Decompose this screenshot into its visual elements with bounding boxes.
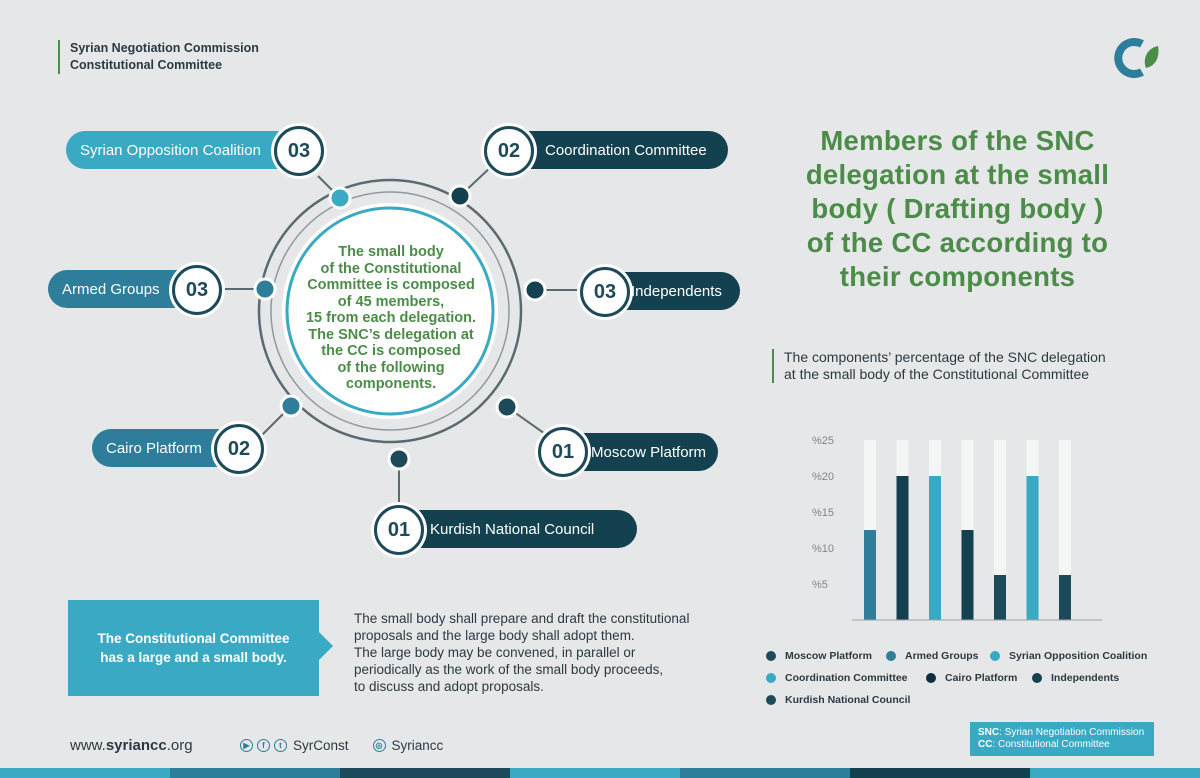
percentage-bar-chart: %5 %10 %15 %20 %25 <box>812 435 1102 621</box>
y-tick-label: %15 <box>812 507 834 519</box>
component-count: 02 <box>214 424 264 474</box>
social-links: ▶ f t SyrConst ◎ Syriancc <box>240 738 443 753</box>
youtube-icon[interactable]: ▶ <box>240 739 253 752</box>
component-count: 03 <box>274 126 324 176</box>
bar <box>1059 575 1071 620</box>
component-label: Moscow Platform <box>591 443 707 461</box>
callout-box: The Constitutional Committee has a large… <box>68 600 319 696</box>
social-handle[interactable]: SyrConst <box>293 738 349 753</box>
component-label: Cairo Platform <box>106 439 202 457</box>
bar <box>1026 476 1039 620</box>
footer-stripe <box>510 768 680 778</box>
footer-stripe <box>0 768 170 778</box>
legend-swatch <box>926 673 936 683</box>
bar <box>994 575 1006 620</box>
facebook-icon[interactable]: f <box>257 739 270 752</box>
component-label: Coordination Committee <box>545 141 707 159</box>
legend-swatch <box>766 673 776 683</box>
legend-item: Syrian Opposition Coalition <box>990 650 1147 662</box>
y-tick-label: %5 <box>812 579 828 591</box>
abbreviations-box: SNC: Syrian Negotiation Commission CC: C… <box>970 722 1154 756</box>
component-count: 02 <box>484 126 534 176</box>
legend-item: Armed Groups <box>886 650 979 662</box>
logo-icon <box>1114 38 1159 78</box>
legend-item: Kurdish National Council <box>766 694 910 706</box>
legend-item: Independents <box>1032 672 1119 684</box>
component-count: 03 <box>172 265 222 315</box>
footer-stripe <box>850 768 1030 778</box>
bar <box>864 530 876 620</box>
bar <box>896 476 909 620</box>
y-tick-label: %20 <box>812 471 834 483</box>
header: Syrian Negotiation Commission Constituti… <box>58 40 259 74</box>
description-paragraph: The small body shall prepare and draft t… <box>354 611 690 694</box>
org-subtitle: Constitutional Committee <box>70 58 223 72</box>
legend-item: Coordination Committee <box>766 672 908 684</box>
twitter-icon[interactable]: t <box>274 739 287 752</box>
legend-swatch <box>766 651 776 661</box>
component-count: 03 <box>580 267 630 317</box>
component-kurdish-national-council: Kurdish National Council <box>392 510 637 548</box>
component-label: Armed Groups <box>62 280 160 298</box>
instagram-icon[interactable]: ◎ <box>372 739 386 752</box>
center-description: The small body of the Constitutional Com… <box>305 244 477 392</box>
legend-swatch <box>1032 673 1042 683</box>
y-tick-label: %25 <box>812 435 834 447</box>
chart-subtitle: The components’ percentage of the SNC de… <box>772 349 1164 383</box>
component-syrian-opposition-coalition: Syrian Opposition Coalition <box>66 131 296 169</box>
component-count: 01 <box>538 427 588 477</box>
bar <box>929 476 941 620</box>
component-label: Kurdish National Council <box>430 520 595 538</box>
legend-swatch <box>990 651 1000 661</box>
component-count: 01 <box>374 505 424 555</box>
bar <box>961 530 974 620</box>
footer-stripe <box>1030 768 1200 778</box>
components-diagram <box>220 164 580 508</box>
page-title: Members of the SNC delegation at the sma… <box>805 125 1110 292</box>
callout-line: The Constitutional Committee <box>97 631 290 646</box>
website-link[interactable]: www.syriancc.org <box>70 737 193 754</box>
component-label: Syrian Opposition Coalition <box>80 141 261 159</box>
footer-stripe <box>340 768 510 778</box>
legend-item: Cairo Platform <box>926 672 1017 684</box>
org-name: Syrian Negotiation Commission <box>70 41 259 55</box>
callout-arrow <box>319 632 333 660</box>
legend-item: Moscow Platform <box>766 650 872 662</box>
callout-line: has a large and a small body. <box>100 650 287 665</box>
legend-swatch <box>886 651 896 661</box>
y-tick-label: %10 <box>812 543 834 555</box>
component-coordination-committee: Coordination Committee <box>500 131 728 169</box>
component-label: Independents <box>631 282 722 300</box>
legend-swatch <box>766 695 776 705</box>
social-handle[interactable]: Syriancc <box>391 738 444 753</box>
footer-stripe <box>170 768 340 778</box>
footer-stripe <box>680 768 850 778</box>
